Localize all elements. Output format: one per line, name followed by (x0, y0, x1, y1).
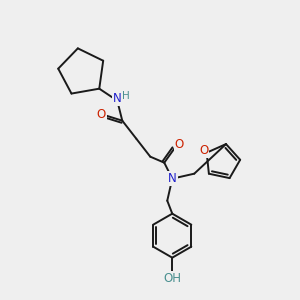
Text: O: O (199, 144, 208, 157)
Text: H: H (122, 91, 130, 101)
Text: O: O (97, 108, 106, 121)
Text: N: N (168, 172, 177, 185)
Text: N: N (113, 92, 122, 105)
Text: OH: OH (163, 272, 181, 285)
Text: O: O (175, 138, 184, 151)
